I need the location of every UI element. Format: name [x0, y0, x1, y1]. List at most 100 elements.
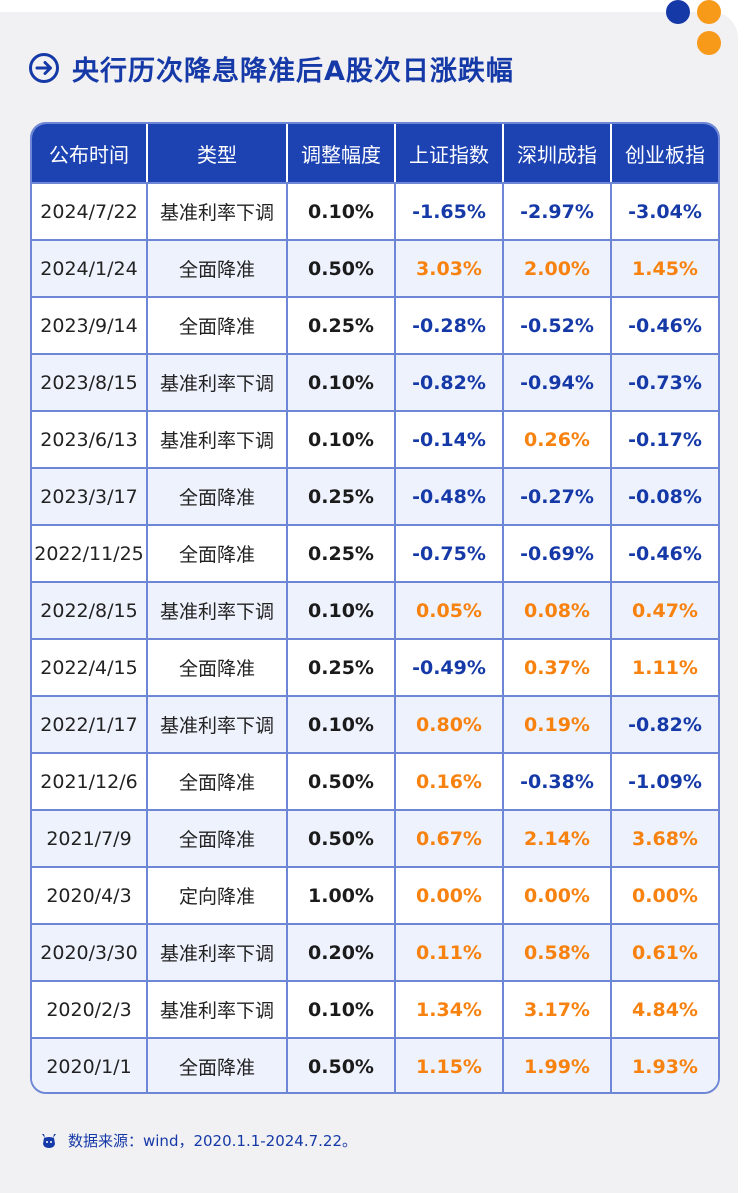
cell-shanghai: 0.00% [396, 868, 504, 923]
cell-type: 基准利率下调 [148, 925, 288, 980]
cell-type: 定向降准 [148, 868, 288, 923]
cell-chinext: 0.61% [632, 941, 698, 964]
title-bar: 央行历次降息降准后A股次日涨跌幅 [28, 50, 514, 87]
table-row: 2020/2/3 基准利率下调 0.10% 1.34% 3.17% 4.84% [32, 980, 718, 1037]
cell-chinext: 1.93% [632, 1055, 698, 1078]
cell-type: 基准利率下调 [148, 982, 288, 1037]
cell-date: 2023/9/14 [32, 298, 148, 353]
cell-shanghai: 1.34% [396, 982, 504, 1037]
cell-shanghai: 0.16% [396, 754, 504, 809]
blue-dot [666, 0, 690, 24]
cell-shanghai: -0.48% [396, 469, 504, 524]
cell-chinext: 0.00% [632, 884, 698, 907]
table-row: 2022/1/17 基准利率下调 0.10% 0.80% 0.19% -0.82% [32, 695, 718, 752]
header-shenzhen: 深圳成指 [504, 124, 612, 182]
cell-amount: 0.50% [288, 811, 396, 866]
cell-date: 2021/12/6 [32, 754, 148, 809]
cell-type: 基准利率下调 [148, 697, 288, 752]
cell-shanghai: 0.67% [396, 811, 504, 866]
cell-amount: 0.20% [288, 925, 396, 980]
cell-amount: 0.25% [288, 298, 396, 353]
table-row: 2020/3/30 基准利率下调 0.20% 0.11% 0.58% 0.61% [32, 923, 718, 980]
cell-shenzhen: -0.94% [504, 355, 612, 410]
cell-amount: 0.10% [288, 982, 396, 1037]
cell-date: 2022/1/17 [32, 697, 148, 752]
cell-amount: 0.50% [288, 754, 396, 809]
arrow-circle-right-icon [29, 53, 59, 83]
cell-date: 2024/7/22 [32, 184, 148, 239]
cell-type: 基准利率下调 [148, 184, 288, 239]
cell-chinext: 0.47% [632, 599, 698, 622]
table-row: 2022/4/15 全面降准 0.25% -0.49% 0.37% 1.11% [32, 638, 718, 695]
cell-shenzhen: -0.27% [504, 469, 612, 524]
cell-shenzhen: -0.52% [504, 298, 612, 353]
cell-amount: 0.25% [288, 640, 396, 695]
table-header: 公布时间 类型 调整幅度 上证指数 深圳成指 创业板指 [32, 124, 718, 182]
bull-icon [42, 1133, 56, 1148]
table-row: 2023/3/17 全面降准 0.25% -0.48% -0.27% -0.08% [32, 467, 718, 524]
cell-shanghai: 0.80% [396, 697, 504, 752]
cell-shanghai: -0.49% [396, 640, 504, 695]
cell-shanghai: -0.14% [396, 412, 504, 467]
cell-shanghai: 1.15% [396, 1039, 504, 1092]
cell-chinext: -0.08% [628, 485, 702, 508]
cell-amount: 0.10% [288, 583, 396, 638]
cell-amount: 0.25% [288, 526, 396, 581]
table-row: 2021/12/6 全面降准 0.50% 0.16% -0.38% -1.09% [32, 752, 718, 809]
cell-chinext: -0.17% [628, 428, 702, 451]
cell-type: 全面降准 [148, 469, 288, 524]
orange-dot [697, 31, 721, 55]
cell-amount: 0.10% [288, 412, 396, 467]
cell-date: 2022/11/25 [32, 526, 148, 581]
cell-chinext: -3.04% [628, 200, 702, 223]
cell-date: 2023/6/13 [32, 412, 148, 467]
table-row: 2023/9/14 全面降准 0.25% -0.28% -0.52% -0.46% [32, 296, 718, 353]
rate-cut-table: 公布时间 类型 调整幅度 上证指数 深圳成指 创业板指 2024/7/22 基准利… [30, 122, 720, 1094]
cell-amount: 0.25% [288, 469, 396, 524]
cell-amount: 0.10% [288, 184, 396, 239]
cell-amount: 1.00% [288, 868, 396, 923]
cell-amount: 0.10% [288, 355, 396, 410]
cell-type: 全面降准 [148, 1039, 288, 1092]
header-date: 公布时间 [32, 124, 148, 182]
cell-date: 2022/4/15 [32, 640, 148, 695]
table-row: 2024/7/22 基准利率下调 0.10% -1.65% -2.97% -3.04% [32, 182, 718, 239]
page-title: 央行历次降息降准后A股次日涨跌幅 [72, 55, 514, 87]
cell-shanghai: -1.65% [396, 184, 504, 239]
cell-type: 基准利率下调 [148, 412, 288, 467]
cell-type: 全面降准 [148, 298, 288, 353]
cell-shanghai: -0.28% [396, 298, 504, 353]
cell-shanghai: 0.11% [396, 925, 504, 980]
cell-type: 全面降准 [148, 754, 288, 809]
table-row: 2022/11/25 全面降准 0.25% -0.75% -0.69% -0.46% [32, 524, 718, 581]
cell-date: 2020/4/3 [32, 868, 148, 923]
header-amount: 调整幅度 [288, 124, 396, 182]
cell-shanghai: -0.75% [396, 526, 504, 581]
table-row: 2020/1/1 全面降准 0.50% 1.15% 1.99% 1.93% [32, 1037, 718, 1092]
cell-shenzhen: 0.26% [504, 412, 612, 467]
cell-chinext: 1.45% [632, 257, 698, 280]
cell-shenzhen: 2.00% [504, 241, 612, 296]
cell-type: 全面降准 [148, 640, 288, 695]
cell-type: 全面降准 [148, 241, 288, 296]
cell-type: 基准利率下调 [148, 583, 288, 638]
header-shanghai: 上证指数 [396, 124, 504, 182]
cell-shenzhen: -0.38% [504, 754, 612, 809]
cell-amount: 0.10% [288, 697, 396, 752]
table-body: 2024/7/22 基准利率下调 0.10% -1.65% -2.97% -3.04% 20… [32, 182, 718, 1092]
cell-amount: 0.50% [288, 1039, 396, 1092]
cell-chinext: 1.11% [632, 656, 698, 679]
table-row: 2023/8/15 基准利率下调 0.10% -0.82% -0.94% -0.73% [32, 353, 718, 410]
cell-type: 全面降准 [148, 526, 288, 581]
cell-date: 2020/1/1 [32, 1039, 148, 1092]
cell-chinext: -1.09% [628, 770, 702, 793]
source-text: 数据来源：wind，2020.1.1-2024.7.22。 [68, 1132, 358, 1150]
cell-shanghai: 3.03% [396, 241, 504, 296]
cell-chinext: -0.82% [628, 713, 702, 736]
cell-date: 2020/2/3 [32, 982, 148, 1037]
cell-shenzhen: 0.08% [504, 583, 612, 638]
cell-shenzhen: 1.99% [504, 1039, 612, 1092]
cell-date: 2021/7/9 [32, 811, 148, 866]
header-chinext: 创业板指 [625, 142, 705, 167]
cell-date: 2020/3/30 [32, 925, 148, 980]
